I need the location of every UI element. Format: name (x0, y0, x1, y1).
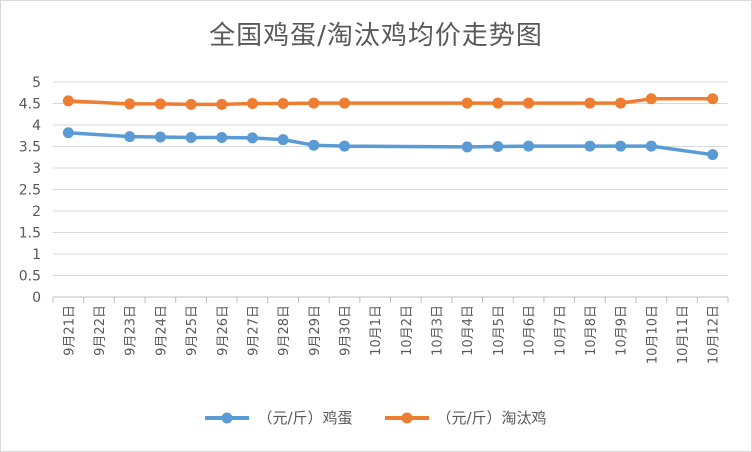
x-tick-label: 9月22日 (93, 305, 108, 356)
data-point-series-0 (308, 139, 320, 151)
data-point-series-1 (338, 97, 350, 109)
y-tick-label: 1 (32, 247, 41, 263)
data-point-series-0 (154, 131, 166, 143)
chart-title: 全国鸡蛋/淘汰鸡均价走势图 (209, 21, 543, 51)
x-tick-label: 10月9日 (615, 305, 630, 356)
data-point-series-0 (277, 134, 289, 146)
y-tick-label: 2 (32, 204, 41, 220)
data-point-series-1 (185, 98, 197, 110)
data-point-series-0 (461, 141, 473, 153)
x-tick-label: 10月10日 (645, 305, 660, 364)
x-tick-label: 9月27日 (246, 305, 261, 356)
data-point-series-0 (62, 127, 74, 139)
x-tick-label: 10月1日 (369, 305, 384, 356)
data-point-series-1 (62, 95, 74, 107)
series (62, 93, 719, 161)
x-tick-label: 9月25日 (185, 305, 200, 356)
y-tick-label: 4.5 (19, 97, 41, 113)
x-tick-label: 10月2日 (400, 305, 415, 356)
legend-item-eggs: （元/斤）鸡蛋 (205, 407, 353, 428)
x-tick-label: 10月7日 (553, 305, 568, 356)
data-point-series-0 (523, 140, 535, 152)
data-point-series-1 (216, 98, 228, 110)
x-tick-label: 10月3日 (431, 305, 446, 356)
data-point-series-0 (707, 149, 719, 161)
series-line-1 (68, 97, 713, 107)
y-tick-label: 5 (32, 75, 41, 91)
data-point-series-1 (615, 97, 627, 109)
data-point-series-1 (584, 97, 596, 109)
data-point-series-1 (523, 97, 535, 109)
data-point-series-1 (277, 98, 289, 109)
data-point-series-0 (338, 140, 350, 152)
data-point-series-0 (216, 131, 228, 143)
data-point-series-0 (645, 140, 657, 152)
legend-label-hens: （元/斤）淘汰鸡 (436, 409, 547, 427)
x-tick-label: 10月12日 (707, 305, 722, 364)
y-tick-label: 3 (32, 161, 41, 177)
x-tick-label: 10月4日 (461, 305, 476, 356)
data-point-series-0 (246, 132, 258, 144)
axes: 0 0.5 1 1.5 2 2.5 3 3.5 4 4.5 5 9月21日 9月22日 9月23日 9月24… (19, 75, 729, 364)
x-tick-label: 9月24日 (154, 305, 169, 356)
data-point-series-0 (584, 140, 596, 152)
x-tick-label: 10月5日 (492, 305, 507, 356)
data-point-series-1 (154, 98, 166, 110)
series-line-0 (68, 130, 713, 157)
data-point-series-1 (246, 98, 258, 109)
legend: （元/斤）鸡蛋 （元/斤）淘汰鸡 (1, 407, 751, 428)
data-point-series-1 (308, 97, 320, 109)
y-tick-label: 1.5 (19, 226, 41, 242)
data-point-series-0 (185, 131, 197, 143)
x-tick-label: 10月8日 (584, 305, 599, 356)
legend-swatch-eggs (205, 412, 250, 423)
data-point-series-1 (124, 98, 136, 110)
gridlines (53, 81, 728, 276)
x-tick-label: 10月11日 (676, 305, 691, 364)
x-tick-label: 9月30日 (338, 305, 353, 356)
y-tick-label: 4 (32, 118, 41, 134)
y-tick-label: 2.5 (19, 183, 41, 199)
data-point-series-1 (461, 97, 473, 109)
x-tick-label: 9月26日 (216, 305, 231, 356)
legend-item-hens: （元/斤）淘汰鸡 (384, 407, 547, 428)
legend-swatch-hens (384, 412, 429, 423)
data-point-series-1 (645, 93, 657, 105)
x-tick-label: 9月21日 (62, 305, 77, 356)
data-point-series-1 (707, 93, 719, 105)
y-tick-label: 0.5 (19, 269, 41, 285)
data-point-series-0 (492, 141, 504, 152)
x-tick-label: 9月23日 (124, 305, 139, 356)
y-tick-label: 0 (32, 290, 41, 306)
data-point-series-0 (615, 140, 627, 152)
legend-label-eggs: （元/斤）鸡蛋 (257, 409, 353, 427)
y-tick-label: 3.5 (19, 140, 41, 156)
data-point-series-0 (124, 131, 136, 143)
data-point-series-1 (492, 97, 504, 109)
x-tick-label: 9月29日 (308, 305, 323, 356)
x-tick-label: 10月6日 (523, 305, 538, 356)
x-tick-label: 9月28日 (277, 305, 292, 356)
